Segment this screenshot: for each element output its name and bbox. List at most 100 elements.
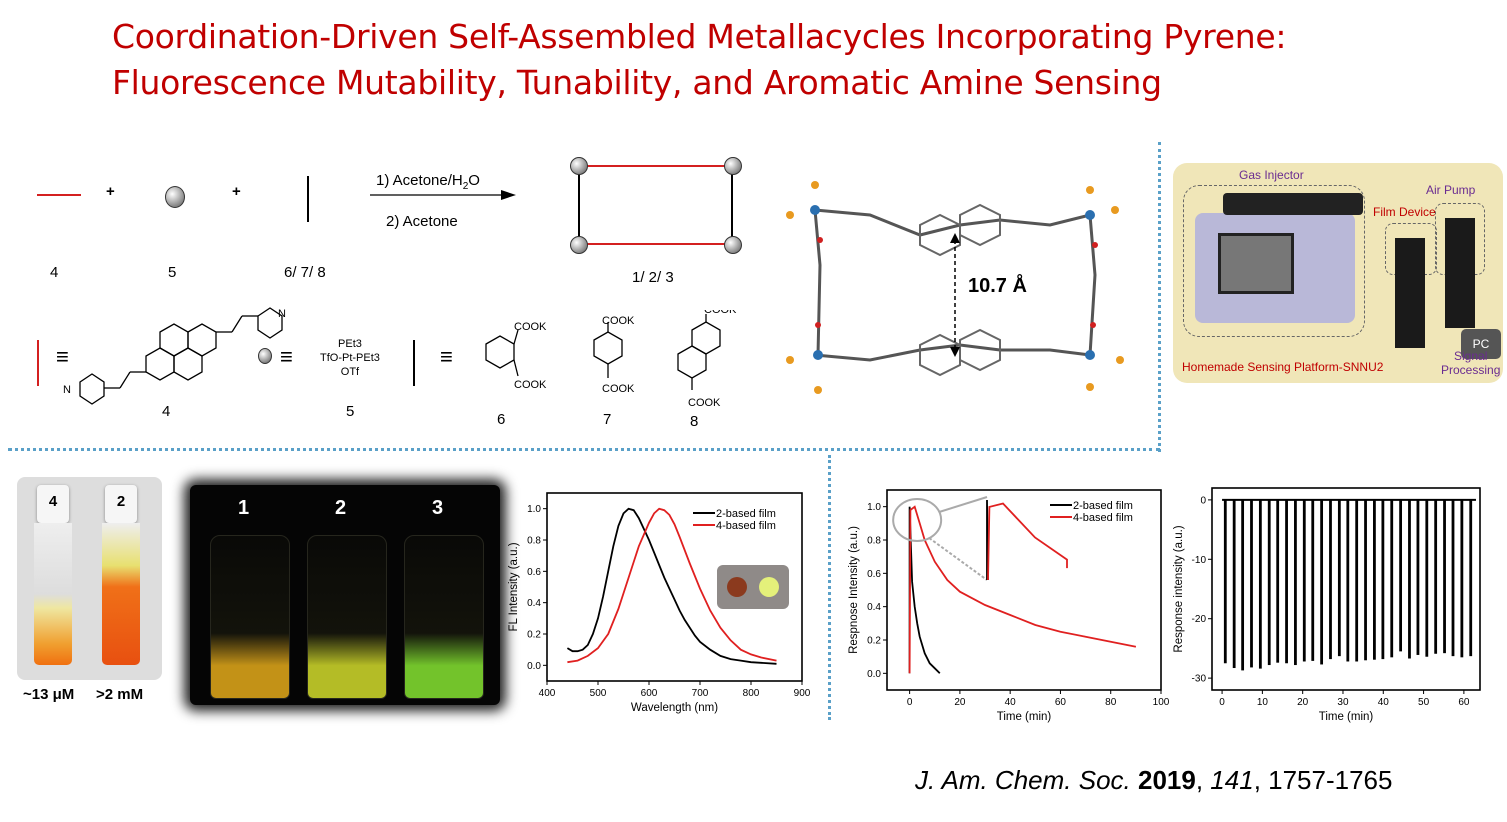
plot-frame — [1211, 487, 1481, 691]
zoom-connector — [938, 496, 988, 513]
response-spike — [1381, 499, 1385, 660]
response-decay-chart: 0 20 40 60 80 100 0.0 0.2 0.4 0.6 0.8 1.0 Time (min)… — [848, 489, 1170, 723]
cook-group: COOK — [514, 321, 547, 333]
response-spike — [1434, 499, 1438, 654]
response-spike — [1232, 499, 1236, 669]
y-tick-label: -30 — [1192, 674, 1207, 685]
fl-spectrum-chart: 400 500 600 700 800 900 0.0 0.2 0.4 0.6 0.8 1.0 Wave… — [508, 492, 811, 714]
x-tick-label: 600 — [641, 688, 658, 699]
y-axis-label: FL Intensity (a.u.) — [508, 542, 520, 631]
volume: 141 — [1210, 765, 1254, 795]
distance-label: 10.7 Å — [968, 273, 1027, 297]
film-device-label: Film Device — [1373, 205, 1436, 219]
ligand-4-structure: N N — [63, 307, 286, 405]
response-spike — [1241, 499, 1245, 671]
x-tick-label: 60 — [1458, 697, 1470, 708]
stand — [1395, 238, 1425, 348]
y-tick-label: 1.0 — [527, 504, 541, 515]
stand — [1445, 218, 1475, 328]
x-tick-label: 400 — [539, 688, 556, 699]
linker-edge — [578, 165, 580, 245]
response-spike — [1311, 499, 1315, 661]
page-title: Coordination-Driven Self-Assembled Metal… — [112, 14, 1286, 106]
fluorescence-photo: 1 2 3 — [190, 485, 500, 705]
divider — [8, 448, 1160, 451]
reaction-step-2: 2) Acetone — [386, 213, 458, 230]
compound-label: 5 — [346, 403, 355, 420]
compound-label: 5 — [168, 264, 177, 281]
plot-frame — [546, 492, 803, 682]
response-spike — [1373, 499, 1376, 660]
response-spike — [1469, 499, 1473, 657]
y-tick-label: 0.0 — [867, 669, 881, 680]
pc-label: PC — [1461, 329, 1501, 359]
pt-acceptor-structure: PEt3 TfO-Pt-PEt3 OTf — [320, 337, 380, 379]
x-tick-label: 20 — [954, 697, 966, 708]
legend-label: 4-based film — [716, 520, 776, 532]
x-tick-label: 40 — [1005, 697, 1017, 708]
vial-cap-4: 4 — [37, 485, 69, 523]
year: 2019 — [1138, 765, 1196, 795]
plot-frame — [886, 489, 1162, 691]
response-spike — [1408, 499, 1411, 659]
y-tick-label: 0.2 — [527, 630, 541, 641]
y-tick-label: 0.4 — [867, 602, 881, 613]
crystal-structure: 10.7 Å — [786, 181, 1124, 394]
pt-corner — [724, 236, 742, 254]
vial-number: 1 — [238, 497, 250, 519]
cook-group: COOK — [704, 310, 737, 316]
compound-label: 6/ 7/ 8 — [284, 264, 326, 281]
ligand-4-symbol — [37, 194, 81, 196]
journal-name: J. Am. Chem. Soc. — [915, 765, 1131, 795]
response-spike — [1399, 499, 1403, 652]
legend-label: 4-based film — [1073, 512, 1133, 524]
vial-number: 2 — [335, 497, 347, 519]
ligand-edge — [578, 243, 733, 245]
y-tick-label: 0.6 — [867, 569, 881, 580]
y-axis-label: Response intensity (a.u.) — [1173, 525, 1185, 652]
response-spike — [1425, 499, 1429, 657]
pages: , 1757-1765 — [1253, 765, 1393, 795]
separator: , — [1195, 765, 1211, 795]
syringe — [1223, 193, 1363, 215]
compound-label: 6 — [497, 411, 506, 428]
gas-injector-region — [1183, 185, 1365, 337]
nitrogen-atom: N — [63, 384, 71, 396]
cycling-response-chart: 0 10 20 30 40 50 60 0 -10 -20 -30 Time (min) Respons… — [1173, 487, 1481, 723]
series-line-2 — [908, 505, 1137, 674]
plus-sign: + — [106, 183, 115, 200]
pt-corner-symbol — [165, 186, 185, 208]
inset-photo — [717, 565, 789, 609]
compound-label: 8 — [690, 413, 699, 430]
dicarboxylates-structures: COOK COOK COOK COOK COOK COOK — [485, 310, 737, 409]
response-spike — [1346, 499, 1350, 662]
vial-4 — [34, 523, 72, 665]
glow-vial — [210, 535, 290, 699]
x-tick-label: 500 — [590, 688, 607, 699]
y-tick-label: 0.6 — [527, 567, 541, 578]
reaction-step-1: 1) Acetone/H2O — [376, 172, 480, 192]
gas-injector-label: Gas Injector — [1239, 168, 1304, 182]
compound-label: 7 — [603, 411, 612, 428]
x-axis-label: Time (min) — [1319, 711, 1374, 723]
pt-corner — [570, 236, 588, 254]
reaction-arrow — [370, 190, 516, 200]
divider — [1158, 142, 1161, 452]
glow-vial — [307, 535, 387, 699]
dicarboxylate-symbol — [413, 340, 415, 386]
series-line-1 — [566, 507, 777, 665]
plus-sign: + — [232, 183, 241, 200]
film-dot-dark — [727, 577, 747, 597]
title-line-2: Fluorescence Mutability, Tunability, and… — [112, 63, 1162, 102]
y-tick-label: 1.0 — [867, 502, 881, 513]
response-spike — [1250, 499, 1253, 668]
label-text: Signal — [1454, 349, 1488, 363]
response-spike — [1223, 499, 1227, 664]
x-tick-label: 40 — [1378, 697, 1390, 708]
y-tick-label: 0.8 — [867, 536, 881, 547]
equivalent-sign: ≡ — [280, 344, 293, 369]
y-tick-label: 0 — [1200, 495, 1206, 506]
response-spike — [1267, 499, 1271, 666]
x-tick-label: 900 — [794, 688, 811, 699]
y-tick-label: -10 — [1192, 555, 1207, 566]
